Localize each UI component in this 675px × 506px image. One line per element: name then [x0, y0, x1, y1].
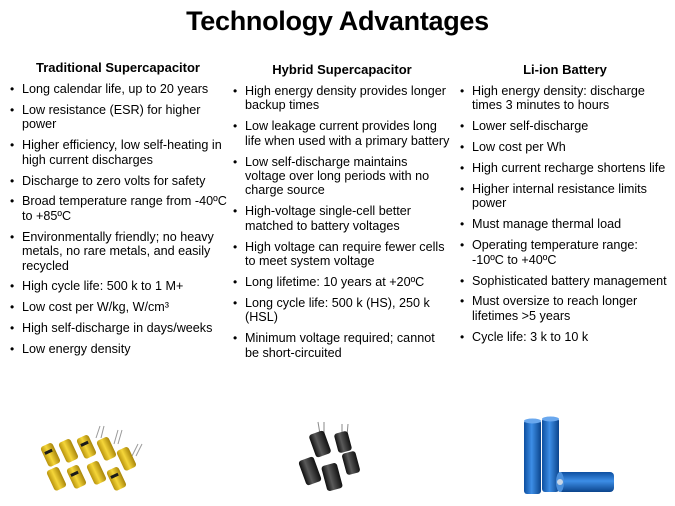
slide-title: Technology Advantages: [186, 6, 489, 36]
list-item: Cycle life: 3 k to 10 k: [460, 330, 670, 345]
column-traditional-supercapacitor: Traditional Supercapacitor Long calendar…: [10, 60, 232, 363]
bullet-list: Long calendar life, up to 20 years Low r…: [10, 82, 232, 357]
list-item: Long lifetime: 10 years at +20ºC: [233, 275, 451, 290]
list-item: Must manage thermal load: [460, 217, 670, 232]
bullet-list: High energy density: discharge times 3 m…: [460, 84, 670, 345]
black-hybrid-capacitors-image: [298, 421, 360, 491]
list-item: High cycle life: 500 k to 1 M+: [10, 279, 232, 294]
list-item: Long cycle life: 500 k (HS), 250 k (HSL): [233, 296, 451, 325]
list-item: High voltage can require fewer cells to …: [233, 240, 451, 269]
list-item: Sophisticated battery management: [460, 274, 670, 289]
list-item: Environmentally friendly; no heavy metal…: [10, 230, 232, 273]
list-item: Lower self-discharge: [460, 119, 670, 134]
column-li-ion-battery: Li-ion Battery High energy density: disc…: [460, 60, 670, 351]
column-heading: Hybrid Supercapacitor: [272, 62, 412, 77]
list-item: Discharge to zero volts for safety: [10, 174, 232, 189]
list-item: Low cost per W/kg, W/cm³: [10, 300, 232, 315]
list-item: Minimum voltage required; cannot be shor…: [233, 331, 451, 360]
list-item: Low leakage current provides long life w…: [233, 119, 451, 148]
list-item: Must oversize to reach longer lifetimes …: [460, 294, 670, 323]
blue-li-ion-cells-image: [524, 416, 614, 494]
list-item: Higher efficiency, low self-heating in h…: [10, 138, 232, 167]
list-item: Low energy density: [10, 342, 232, 357]
list-item: Low resistance (ESR) for higher power: [10, 103, 232, 132]
column-heading: Li-ion Battery: [523, 62, 607, 77]
list-item: Broad temperature range from -40ºC to +8…: [10, 194, 232, 223]
list-item: Higher internal resistance limits power: [460, 182, 670, 211]
list-item: Operating temperature range: -10ºC to +4…: [460, 238, 670, 267]
list-item: High current recharge shortens life: [460, 161, 670, 176]
column-heading: Traditional Supercapacitor: [36, 60, 200, 75]
column-hybrid-supercapacitor: Hybrid Supercapacitor High energy densit…: [233, 60, 451, 367]
list-item: High-voltage single-cell better matched …: [233, 204, 451, 233]
list-item: Low self-discharge maintains voltage ove…: [233, 155, 451, 198]
list-item: High self-discharge in days/weeks: [10, 321, 232, 336]
list-item: Low cost per Wh: [460, 140, 670, 155]
bullet-list: High energy density provides longer back…: [233, 84, 451, 360]
list-item: High energy density: discharge times 3 m…: [460, 84, 670, 113]
list-item: Long calendar life, up to 20 years: [10, 82, 232, 97]
yellow-supercapacitors-image: [40, 425, 143, 491]
list-item: High energy density provides longer back…: [233, 84, 451, 113]
